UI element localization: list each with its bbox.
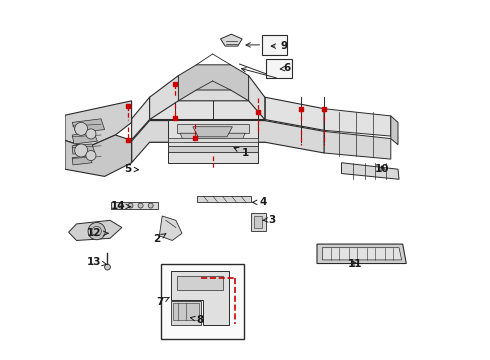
Circle shape — [86, 129, 96, 139]
Polygon shape — [176, 124, 248, 133]
Text: 2: 2 — [153, 234, 166, 244]
Polygon shape — [149, 76, 265, 120]
Polygon shape — [168, 120, 258, 163]
Polygon shape — [254, 216, 262, 228]
Text: 10: 10 — [375, 164, 390, 174]
Polygon shape — [193, 127, 232, 137]
Text: 7: 7 — [157, 297, 170, 307]
Circle shape — [148, 203, 153, 208]
Polygon shape — [177, 276, 222, 290]
Circle shape — [118, 203, 123, 208]
Polygon shape — [324, 109, 391, 136]
Polygon shape — [168, 146, 258, 152]
Circle shape — [74, 122, 88, 135]
Polygon shape — [69, 220, 122, 240]
Polygon shape — [391, 116, 398, 145]
Polygon shape — [65, 101, 132, 148]
Text: 8: 8 — [190, 315, 204, 325]
Circle shape — [88, 222, 105, 240]
Polygon shape — [171, 301, 201, 325]
Text: 3: 3 — [263, 215, 275, 225]
Polygon shape — [251, 213, 266, 231]
Polygon shape — [72, 132, 98, 144]
Polygon shape — [171, 271, 229, 325]
Text: 13: 13 — [87, 257, 107, 267]
Text: 6: 6 — [280, 63, 291, 73]
Polygon shape — [180, 133, 245, 142]
Text: 14: 14 — [111, 201, 131, 211]
Bar — [162, 264, 244, 339]
Text: 4: 4 — [252, 197, 267, 207]
Polygon shape — [178, 65, 248, 101]
Polygon shape — [317, 244, 406, 264]
Text: 5: 5 — [124, 164, 139, 174]
Polygon shape — [132, 97, 324, 140]
Polygon shape — [72, 119, 104, 132]
Polygon shape — [173, 303, 199, 320]
Polygon shape — [132, 121, 324, 163]
Polygon shape — [72, 144, 95, 154]
Text: 9: 9 — [271, 41, 288, 51]
Circle shape — [138, 203, 143, 208]
Text: 1: 1 — [234, 148, 248, 158]
Polygon shape — [65, 135, 132, 176]
Text: 12: 12 — [87, 228, 108, 238]
Circle shape — [104, 264, 110, 270]
Polygon shape — [111, 202, 158, 209]
Circle shape — [74, 144, 88, 157]
Polygon shape — [72, 156, 92, 165]
Text: 11: 11 — [347, 258, 362, 269]
Polygon shape — [159, 216, 182, 240]
Polygon shape — [322, 248, 402, 260]
Bar — [266, 59, 292, 78]
Circle shape — [128, 203, 133, 208]
Polygon shape — [220, 34, 242, 46]
Polygon shape — [197, 196, 251, 202]
Polygon shape — [168, 138, 258, 142]
Circle shape — [86, 150, 96, 161]
Polygon shape — [342, 163, 399, 179]
Polygon shape — [324, 131, 391, 159]
Bar — [262, 35, 287, 55]
